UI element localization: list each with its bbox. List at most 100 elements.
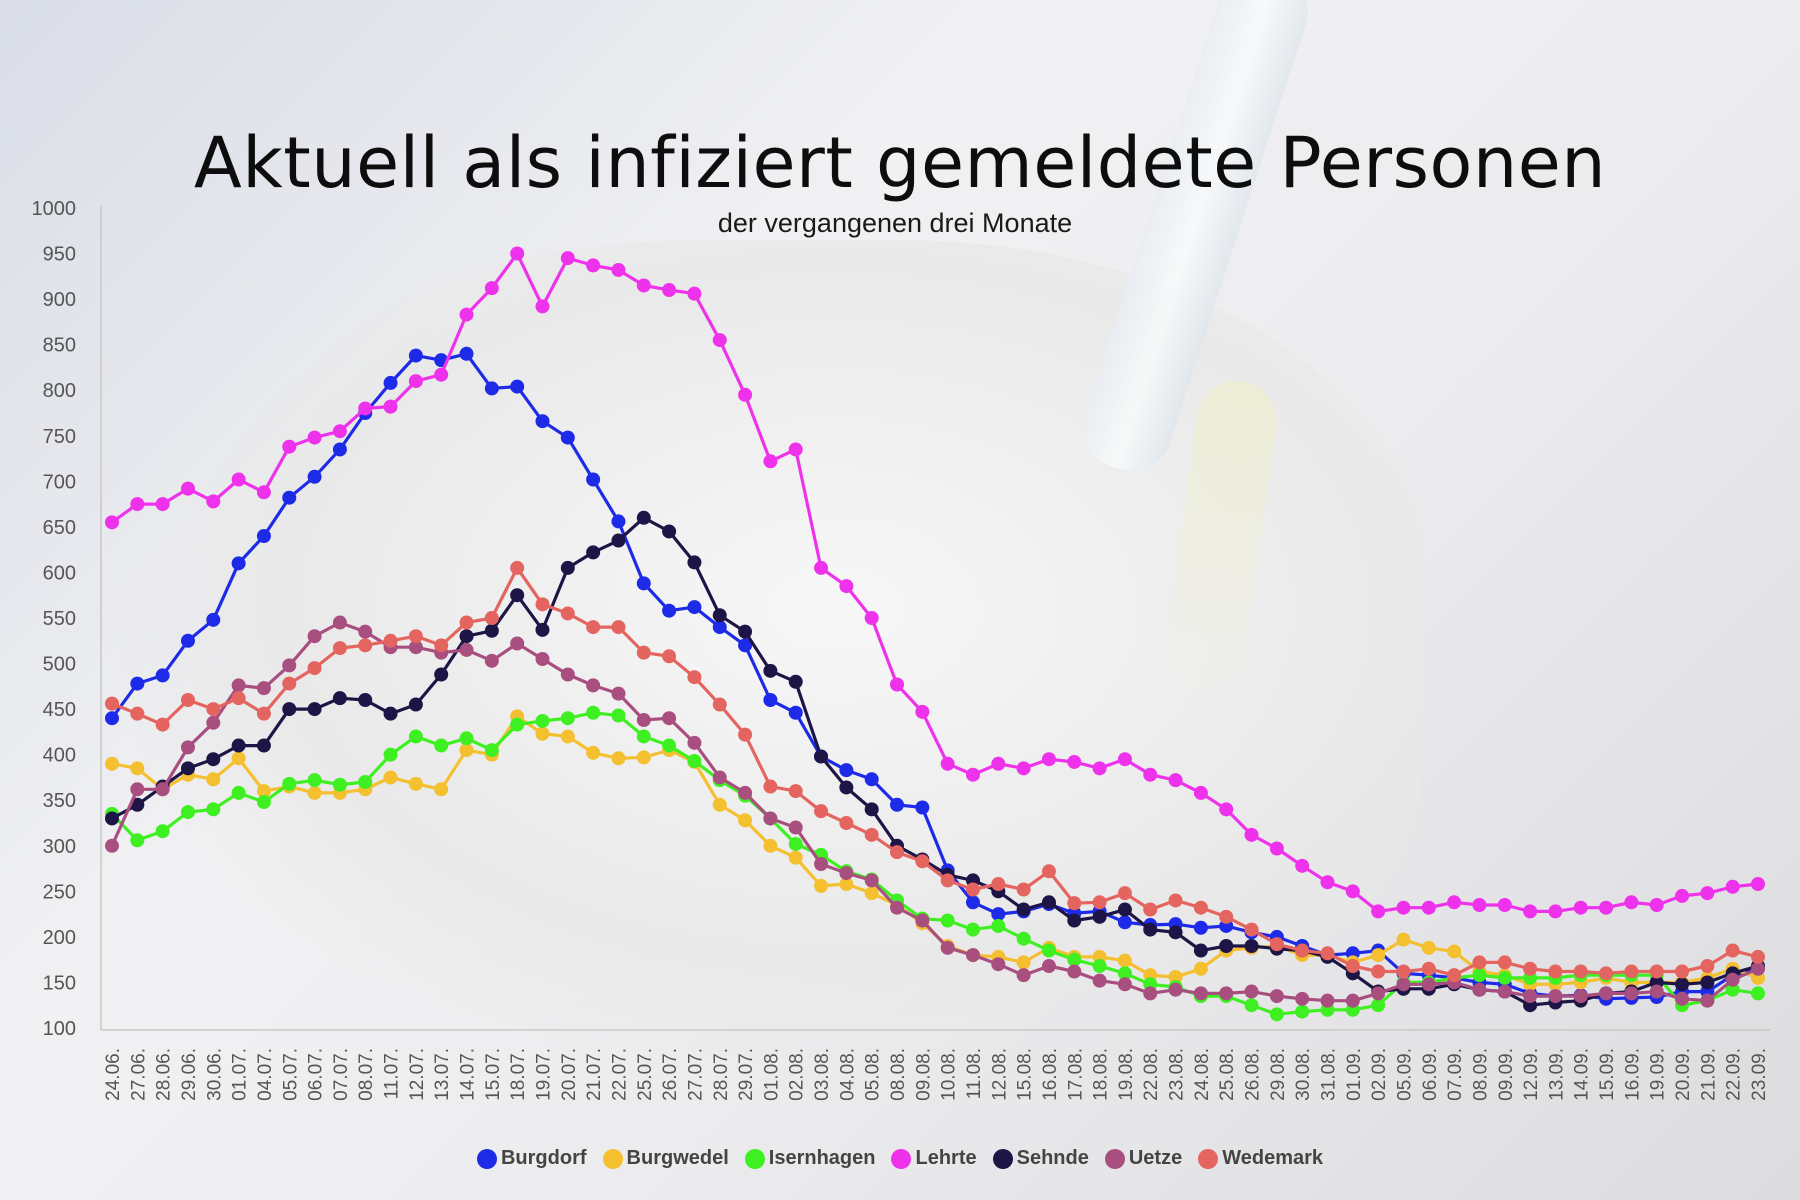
data-point-wedemark bbox=[1725, 943, 1740, 958]
legend-item-lehrte[interactable]: Lehrte bbox=[891, 1147, 977, 1170]
data-point-uetze bbox=[560, 667, 575, 682]
data-point-sehnde bbox=[636, 510, 651, 525]
data-point-burgwedel bbox=[1117, 953, 1132, 968]
data-point-lehrte bbox=[560, 251, 575, 266]
data-point-sehnde bbox=[1700, 975, 1715, 990]
data-point-uetze bbox=[1472, 982, 1487, 997]
data-point-uetze bbox=[1725, 972, 1740, 987]
data-point-isernhagen bbox=[1269, 1007, 1284, 1022]
data-point-burgdorf bbox=[763, 693, 778, 707]
x-tick-label: 07.09. bbox=[1445, 1048, 1466, 1101]
x-tick-label: 05.07. bbox=[280, 1048, 301, 1101]
data-point-wedemark bbox=[1269, 937, 1284, 952]
data-point-wedemark bbox=[1624, 964, 1639, 979]
data-point-uetze bbox=[1700, 993, 1715, 1008]
data-point-wedemark bbox=[282, 676, 297, 691]
data-point-burgdorf bbox=[535, 414, 550, 429]
data-point-uetze bbox=[864, 873, 879, 888]
x-tick-label: 14.07. bbox=[458, 1048, 479, 1101]
data-point-uetze bbox=[1016, 968, 1031, 983]
data-point-wedemark bbox=[662, 649, 677, 664]
data-point-wedemark bbox=[1472, 955, 1487, 970]
data-point-wedemark bbox=[1016, 882, 1031, 897]
data-point-uetze bbox=[332, 615, 347, 630]
data-point-wedemark bbox=[991, 877, 1006, 892]
data-point-uetze bbox=[611, 686, 626, 701]
data-point-lehrte bbox=[206, 494, 221, 509]
data-point-sehnde bbox=[814, 749, 829, 764]
chart-legend: Burgdorf Burgwedel Isernhagen Lehrte Sehnde U… bbox=[0, 1147, 1800, 1170]
y-tick-label: 950 bbox=[43, 244, 76, 266]
legend-marker bbox=[992, 1148, 1013, 1169]
data-point-lehrte bbox=[1599, 900, 1614, 915]
data-point-uetze bbox=[510, 636, 525, 651]
data-point-burgwedel bbox=[206, 772, 221, 787]
data-point-wedemark bbox=[332, 641, 347, 656]
x-tick-label: 09.08. bbox=[913, 1048, 934, 1101]
y-tick-label: 850 bbox=[43, 335, 76, 357]
chart-title: Aktuell als infiziert gemeldete Personen bbox=[193, 122, 1607, 204]
data-point-lehrte bbox=[1320, 875, 1335, 890]
data-point-uetze bbox=[1497, 984, 1512, 999]
data-point-burgdorf bbox=[105, 711, 119, 726]
legend-label: Sehnde bbox=[1016, 1147, 1089, 1169]
legend-item-burgwedel[interactable]: Burgwedel bbox=[602, 1147, 729, 1170]
data-point-burgdorf bbox=[206, 612, 221, 627]
data-point-uetze bbox=[1573, 989, 1588, 1004]
data-point-lehrte bbox=[915, 704, 930, 719]
data-point-burgwedel bbox=[535, 726, 550, 741]
data-point-lehrte bbox=[307, 430, 322, 445]
data-point-burgdorf bbox=[180, 633, 195, 648]
x-tick-label: 23.09. bbox=[1749, 1048, 1770, 1101]
data-point-isernhagen bbox=[434, 738, 449, 753]
data-point-sehnde bbox=[535, 622, 550, 637]
data-point-wedemark bbox=[105, 696, 119, 711]
x-tick-label: 30.06. bbox=[204, 1048, 225, 1101]
data-point-uetze bbox=[662, 711, 677, 726]
data-point-burgdorf bbox=[383, 375, 398, 390]
data-point-isernhagen bbox=[788, 836, 803, 851]
data-point-isernhagen bbox=[1016, 931, 1031, 946]
legend-item-uetze[interactable]: Uetze bbox=[1104, 1147, 1182, 1170]
data-point-burgdorf bbox=[636, 576, 651, 591]
data-point-lehrte bbox=[282, 439, 297, 454]
data-point-lehrte bbox=[1447, 895, 1462, 910]
data-point-isernhagen bbox=[535, 713, 550, 728]
data-point-lehrte bbox=[1041, 752, 1056, 767]
data-point-isernhagen bbox=[1067, 952, 1082, 967]
data-point-wedemark bbox=[788, 784, 803, 799]
data-point-burgdorf bbox=[738, 638, 753, 653]
data-point-burgwedel bbox=[636, 750, 651, 765]
data-point-sehnde bbox=[763, 663, 778, 678]
data-point-burgwedel bbox=[256, 784, 271, 799]
y-tick-label: 200 bbox=[43, 927, 76, 949]
data-point-wedemark bbox=[1523, 961, 1538, 976]
data-point-isernhagen bbox=[180, 805, 195, 820]
data-point-wedemark bbox=[560, 606, 575, 621]
data-point-sehnde bbox=[864, 802, 879, 817]
x-tick-label: 02.09. bbox=[1369, 1048, 1390, 1101]
legend-item-burgdorf[interactable]: Burgdorf bbox=[476, 1147, 587, 1170]
data-point-sehnde bbox=[180, 761, 195, 776]
data-point-uetze bbox=[307, 629, 322, 644]
x-tick-label: 01.08. bbox=[761, 1048, 782, 1101]
data-point-sehnde bbox=[1143, 922, 1158, 937]
data-point-isernhagen bbox=[662, 738, 677, 753]
data-point-burgwedel bbox=[814, 878, 829, 893]
legend-item-isernhagen[interactable]: Isernhagen bbox=[744, 1147, 875, 1170]
legend-item-wedemark[interactable]: Wedemark bbox=[1198, 1147, 1323, 1170]
data-point-sehnde bbox=[510, 588, 525, 603]
data-point-sehnde bbox=[1675, 977, 1690, 992]
legend-item-sehnde[interactable]: Sehnde bbox=[992, 1147, 1089, 1170]
data-point-isernhagen bbox=[383, 747, 398, 762]
data-point-sehnde bbox=[484, 623, 499, 638]
data-point-lehrte bbox=[1295, 858, 1310, 873]
data-point-sehnde bbox=[839, 780, 854, 795]
data-point-uetze bbox=[105, 838, 119, 853]
data-point-sehnde bbox=[712, 608, 727, 623]
data-point-burgwedel bbox=[611, 751, 626, 766]
x-tick-label: 01.09. bbox=[1344, 1048, 1365, 1101]
x-tick-label: 09.09. bbox=[1496, 1048, 1517, 1101]
data-point-burgwedel bbox=[1016, 955, 1031, 970]
data-point-lehrte bbox=[155, 497, 170, 512]
